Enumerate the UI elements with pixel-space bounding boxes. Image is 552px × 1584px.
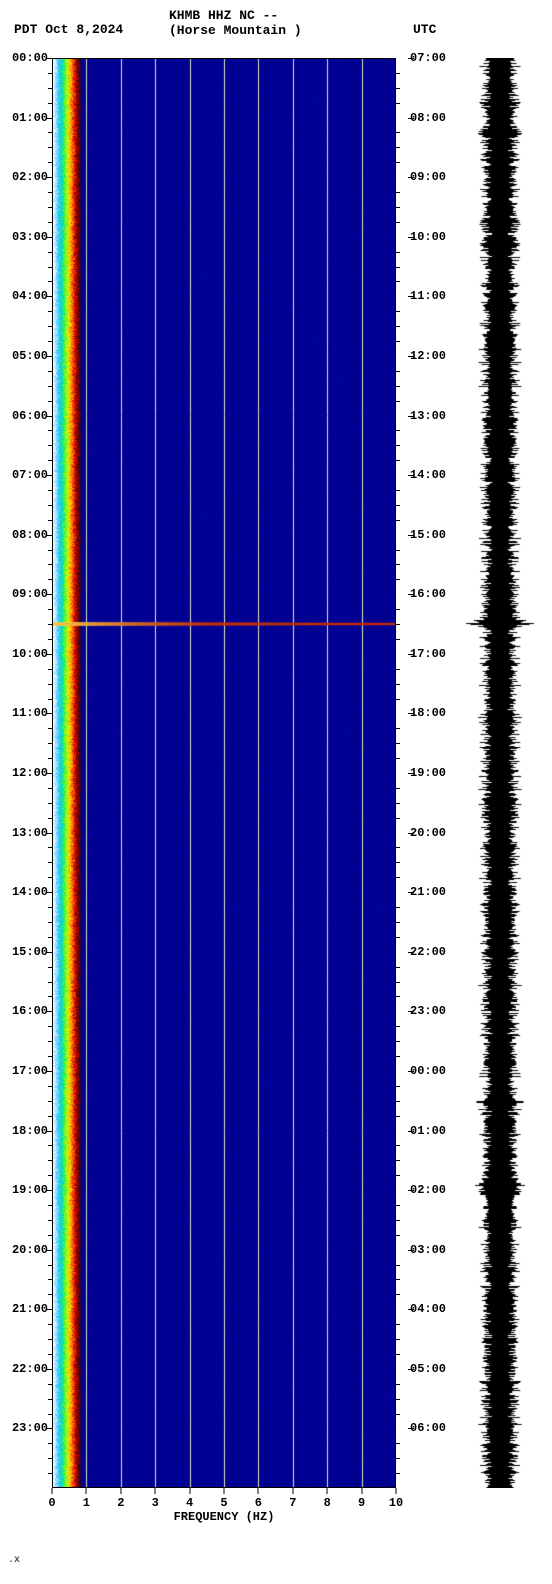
ytick-right: 08:00 xyxy=(410,111,446,125)
spectrogram-plot xyxy=(52,58,396,1488)
x-axis-label: FREQUENCY (HZ) xyxy=(174,1510,275,1524)
xtick: 10 xyxy=(389,1496,403,1510)
ytick-left: 22:00 xyxy=(12,1362,48,1376)
xtick: 2 xyxy=(117,1496,124,1510)
xtick: 3 xyxy=(152,1496,159,1510)
ytick-right: 03:00 xyxy=(410,1243,446,1257)
ytick-right: 11:00 xyxy=(410,289,446,303)
xtick: 0 xyxy=(48,1496,55,1510)
xtick: 9 xyxy=(358,1496,365,1510)
ytick-left: 16:00 xyxy=(12,1004,48,1018)
ytick-right: 00:00 xyxy=(410,1064,446,1078)
ytick-left: 03:00 xyxy=(12,230,48,244)
ytick-right: 01:00 xyxy=(410,1124,446,1138)
spectrogram-canvas xyxy=(52,58,396,1488)
ytick-right: 16:00 xyxy=(410,587,446,601)
ytick-right: 15:00 xyxy=(410,528,446,542)
header-left-tz-date: PDT Oct 8,2024 xyxy=(14,22,123,37)
x-axis-frequency: FREQUENCY (HZ) 012345678910 xyxy=(52,1488,396,1528)
header-station-name: (Horse Mountain ) xyxy=(169,23,302,38)
header-right-tz: UTC xyxy=(413,22,436,37)
ytick-left: 02:00 xyxy=(12,170,48,184)
ytick-left: 01:00 xyxy=(12,111,48,125)
waveform-canvas xyxy=(460,58,540,1488)
waveform-plot xyxy=(460,58,540,1488)
header: PDT Oct 8,2024 KHMB HHZ NC -- (Horse Mou… xyxy=(0,0,552,55)
ytick-left: 15:00 xyxy=(12,945,48,959)
ytick-left: 20:00 xyxy=(12,1243,48,1257)
ytick-right: 04:00 xyxy=(410,1302,446,1316)
ytick-right: 02:00 xyxy=(410,1183,446,1197)
xtick: 7 xyxy=(289,1496,296,1510)
y-axis-right-utc: 07:0008:0009:0010:0011:0012:0013:0014:00… xyxy=(396,58,456,1488)
ytick-right: 23:00 xyxy=(410,1004,446,1018)
ytick-left: 07:00 xyxy=(12,468,48,482)
ytick-left: 09:00 xyxy=(12,587,48,601)
ytick-left: 05:00 xyxy=(12,349,48,363)
ytick-right: 20:00 xyxy=(410,826,446,840)
ytick-left: 14:00 xyxy=(12,885,48,899)
ytick-right: 12:00 xyxy=(410,349,446,363)
y-axis-left-pdt: 00:0001:0002:0003:0004:0005:0006:0007:00… xyxy=(0,58,52,1488)
ytick-right: 10:00 xyxy=(410,230,446,244)
xtick: 6 xyxy=(255,1496,262,1510)
ytick-left: 19:00 xyxy=(12,1183,48,1197)
ytick-left: 12:00 xyxy=(12,766,48,780)
xtick: 1 xyxy=(83,1496,90,1510)
ytick-right: 19:00 xyxy=(410,766,446,780)
xtick: 5 xyxy=(220,1496,227,1510)
ytick-right: 22:00 xyxy=(410,945,446,959)
xtick: 8 xyxy=(324,1496,331,1510)
ytick-left: 10:00 xyxy=(12,647,48,661)
ytick-left: 21:00 xyxy=(12,1302,48,1316)
ytick-left: 08:00 xyxy=(12,528,48,542)
footer-mark: .x xyxy=(8,1555,20,1566)
ytick-right: 09:00 xyxy=(410,170,446,184)
header-station-code: KHMB HHZ NC -- xyxy=(169,8,278,23)
ytick-left: 00:00 xyxy=(12,51,48,65)
ytick-right: 14:00 xyxy=(410,468,446,482)
ytick-right: 17:00 xyxy=(410,647,446,661)
ytick-right: 21:00 xyxy=(410,885,446,899)
ytick-right: 05:00 xyxy=(410,1362,446,1376)
header-station: KHMB HHZ NC -- (Horse Mountain ) xyxy=(169,8,302,38)
ytick-right: 06:00 xyxy=(410,1421,446,1435)
ytick-left: 17:00 xyxy=(12,1064,48,1078)
ytick-right: 18:00 xyxy=(410,706,446,720)
ytick-left: 11:00 xyxy=(12,706,48,720)
ytick-left: 13:00 xyxy=(12,826,48,840)
xtick: 4 xyxy=(186,1496,193,1510)
ytick-left: 06:00 xyxy=(12,409,48,423)
ytick-left: 04:00 xyxy=(12,289,48,303)
ytick-right: 07:00 xyxy=(410,51,446,65)
ytick-left: 23:00 xyxy=(12,1421,48,1435)
ytick-left: 18:00 xyxy=(12,1124,48,1138)
ytick-right: 13:00 xyxy=(410,409,446,423)
